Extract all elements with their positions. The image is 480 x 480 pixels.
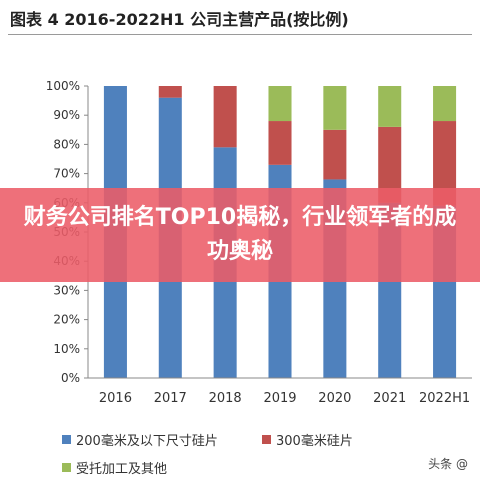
legend-item-300mm: 300毫米硅片: [262, 430, 353, 449]
x-axis: 2016 2017 2018 2019 2020 2021 2022H1: [88, 377, 472, 406]
bar-segment: [378, 126, 402, 203]
legend-label: 200毫米及以下尺寸硅片: [76, 434, 218, 449]
y-tick-label: 80%: [53, 137, 80, 151]
banner-headline: 财务公司排名TOP10揭秘，行业领军者的成功奥秘: [23, 205, 457, 264]
overlay-banner: 财务公司排名TOP10揭秘，行业领军者的成功奥秘: [0, 188, 480, 282]
bar-segment: [268, 121, 292, 165]
y-tick-label: 0%: [61, 371, 80, 385]
bar-segment: [213, 86, 237, 148]
x-tick-label: 2021: [373, 391, 406, 406]
legend-label: 受托加工及其他: [76, 462, 168, 477]
legend-item-200mm: 200毫米及以下尺寸硅片: [62, 430, 218, 449]
bar-segment: [378, 86, 402, 127]
bar-segment: [268, 86, 292, 122]
legend-item-processing: 受托加工及其他: [62, 458, 167, 477]
y-tick-label: 30%: [53, 283, 80, 297]
x-tick-label: 2019: [263, 391, 296, 406]
legend-swatch: [62, 435, 71, 444]
x-tick-label: 2017: [154, 391, 187, 406]
x-tick-label: 2022H1: [419, 391, 470, 406]
bar-segment: [323, 86, 347, 130]
x-tick-label: 2016: [99, 391, 132, 406]
y-tick-label: 70%: [53, 167, 80, 181]
legend-swatch: [62, 463, 71, 472]
y-tick-label: 20%: [53, 313, 80, 327]
y-tick-label: 90%: [53, 108, 80, 122]
bar-segment: [323, 129, 347, 180]
bar-segment: [158, 86, 182, 98]
y-tick-label: 10%: [53, 342, 80, 356]
x-tick-label: 2020: [318, 391, 351, 406]
legend-swatch: [262, 435, 271, 444]
figure-title: 图表 4 2016-2022H1 公司主营产品(按比例): [10, 10, 349, 29]
legend-label: 300毫米硅片: [276, 434, 353, 449]
title-divider: [8, 34, 472, 35]
watermark: 头条 @: [428, 457, 468, 471]
bar-segment: [433, 86, 457, 122]
y-tick-label: 100%: [46, 79, 80, 93]
x-tick-label: 2018: [209, 391, 242, 406]
bar-segment: [433, 121, 457, 206]
